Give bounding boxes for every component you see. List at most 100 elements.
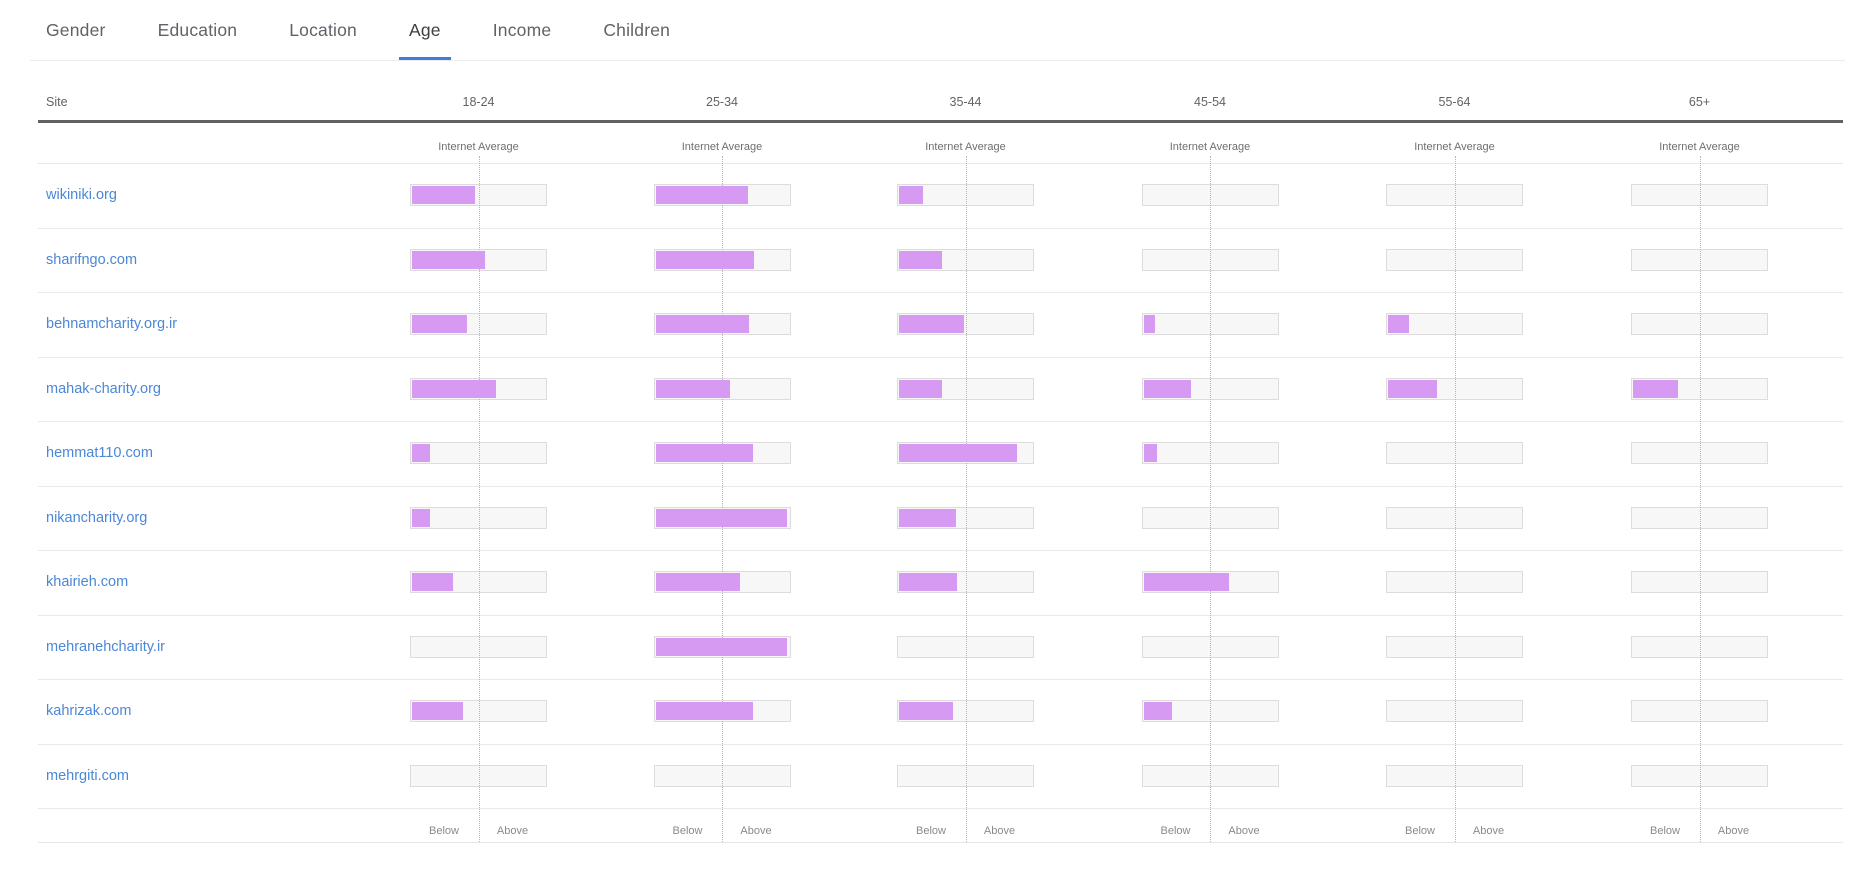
tab-label: Age bbox=[408, 20, 441, 40]
tab-bar: Gender Education Location Age Income Chi… bbox=[46, 0, 670, 61]
demographic-bar bbox=[412, 315, 468, 333]
tab-location[interactable]: Location bbox=[289, 0, 357, 61]
site-link[interactable]: behnamcharity.org.ir bbox=[46, 316, 178, 333]
demographic-bar bbox=[655, 508, 788, 527]
demographic-bar-track bbox=[653, 506, 791, 529]
internet-average-label: Internet Average bbox=[1169, 141, 1251, 153]
site-link[interactable]: mehrgiti.com bbox=[46, 767, 129, 784]
internet-average-reference-line bbox=[722, 156, 723, 842]
internet-average-label: Internet Average bbox=[1659, 141, 1740, 153]
demographic-bar bbox=[899, 444, 1018, 462]
demographic-bar bbox=[655, 315, 750, 333]
internet-average-reference-line bbox=[965, 156, 967, 842]
below-average-label: Below bbox=[1650, 825, 1680, 837]
demographic-bar bbox=[412, 379, 497, 398]
row-separator bbox=[38, 421, 1843, 422]
site-link[interactable]: hemmat110.com bbox=[46, 445, 153, 462]
below-average-label: Below bbox=[1160, 825, 1191, 837]
column-header-35-44: 35-44 bbox=[949, 95, 982, 109]
below-average-label: Below bbox=[429, 825, 459, 837]
column-header-18-24: 18-24 bbox=[462, 95, 495, 109]
column-header-65+: 65+ bbox=[1688, 95, 1711, 109]
row-separator bbox=[38, 808, 1843, 809]
row-separator bbox=[38, 227, 1843, 229]
site-link[interactable]: sharifngo.com bbox=[46, 251, 138, 268]
above-average-label: Above bbox=[983, 825, 1016, 837]
demographic-bar bbox=[655, 637, 788, 656]
demographic-bar bbox=[899, 379, 943, 398]
tab-label: Education bbox=[157, 20, 238, 40]
demographic-bar bbox=[655, 379, 730, 398]
column-header-55-64: 55-64 bbox=[1438, 95, 1471, 109]
internet-average-label: Internet Average bbox=[1414, 141, 1495, 153]
tab-label: Gender bbox=[46, 20, 106, 40]
column-header-45-54: 45-54 bbox=[1194, 95, 1226, 109]
tab-label: Children bbox=[603, 20, 671, 40]
row-separator bbox=[38, 356, 1843, 358]
demographic-bar bbox=[899, 573, 958, 591]
demographic-bar bbox=[412, 444, 430, 462]
demographic-bar bbox=[412, 508, 430, 527]
footer-rule bbox=[38, 842, 1843, 843]
demographic-bar bbox=[899, 702, 953, 720]
demographic-bar bbox=[1143, 573, 1230, 591]
tab-education[interactable]: Education bbox=[158, 0, 238, 61]
below-average-label: Below bbox=[916, 825, 946, 837]
subheader-rule bbox=[38, 163, 1843, 164]
site-link[interactable]: mehranehcharity.ir bbox=[46, 638, 166, 655]
header-rule bbox=[38, 120, 1843, 123]
above-average-label: Above bbox=[1472, 825, 1505, 837]
demographic-bar bbox=[412, 573, 454, 591]
tab-age[interactable]: Age bbox=[398, 0, 451, 61]
demographic-bar bbox=[655, 250, 755, 269]
below-average-label: Below bbox=[672, 825, 703, 837]
tab-bar-divider bbox=[30, 60, 1845, 61]
row-separator bbox=[38, 614, 1843, 616]
tab-gender[interactable]: Gender bbox=[46, 0, 106, 61]
demographic-bar bbox=[899, 186, 924, 204]
column-header-25-34: 25-34 bbox=[706, 95, 738, 109]
below-average-label: Below bbox=[1405, 825, 1435, 837]
demographic-bar bbox=[412, 186, 476, 204]
demographic-bar bbox=[1388, 315, 1409, 333]
demographic-bar bbox=[412, 702, 464, 720]
internet-average-label: Internet Average bbox=[681, 141, 763, 153]
demographic-bar bbox=[1143, 379, 1192, 398]
site-link[interactable]: khairieh.com bbox=[46, 574, 129, 591]
internet-average-label: Internet Average bbox=[925, 141, 1006, 153]
active-tab-underline bbox=[398, 57, 451, 61]
site-link[interactable]: kahrizak.com bbox=[46, 703, 132, 720]
tab-label: Location bbox=[289, 20, 357, 40]
internet-average-reference-line bbox=[1454, 156, 1456, 842]
row-separator bbox=[38, 743, 1843, 745]
demographic-bar bbox=[655, 186, 748, 204]
site-link[interactable]: nikancharity.org bbox=[46, 509, 148, 526]
demographic-bar bbox=[655, 573, 740, 591]
row-separator bbox=[38, 550, 1843, 551]
internet-average-reference-line bbox=[1699, 156, 1701, 842]
above-average-label: Above bbox=[1717, 825, 1750, 837]
row-separator bbox=[38, 292, 1843, 293]
row-separator bbox=[38, 485, 1843, 487]
tab-label: Income bbox=[492, 20, 552, 40]
demographic-bar bbox=[1143, 702, 1172, 720]
site-link[interactable]: mahak-charity.org bbox=[46, 380, 161, 397]
demographic-bar bbox=[655, 444, 753, 462]
demographic-bar bbox=[412, 250, 485, 269]
demographic-bar bbox=[899, 315, 964, 333]
demographic-bar bbox=[1633, 379, 1678, 398]
above-average-label: Above bbox=[1228, 825, 1260, 837]
tab-income[interactable]: Income bbox=[493, 0, 552, 61]
demographic-bar bbox=[1143, 315, 1155, 333]
internet-average-reference-line bbox=[478, 156, 480, 842]
demographic-bar bbox=[1143, 444, 1157, 462]
demographic-bar-track bbox=[897, 506, 1034, 529]
above-average-label: Above bbox=[740, 825, 772, 837]
tab-children[interactable]: Children bbox=[603, 0, 670, 61]
above-average-label: Above bbox=[496, 825, 529, 837]
site-link[interactable]: wikiniki.org bbox=[46, 187, 117, 204]
internet-average-label: Internet Average bbox=[438, 141, 519, 153]
row-separator bbox=[38, 679, 1843, 680]
internet-average-reference-line bbox=[1210, 156, 1211, 842]
